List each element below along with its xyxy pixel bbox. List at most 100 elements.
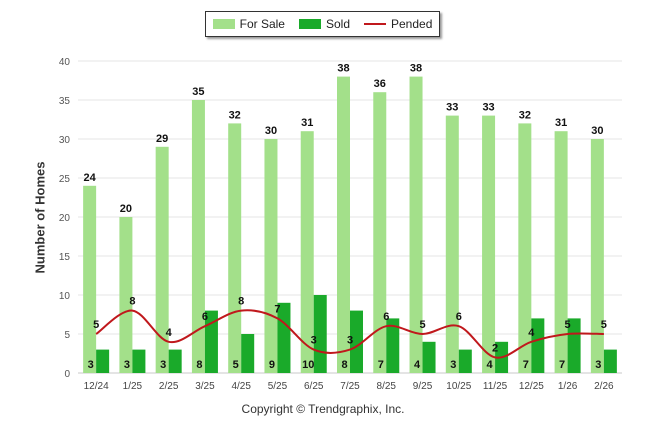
- x-tick-label-8/25: 8/25: [377, 381, 397, 392]
- label-sold-2/26: 3: [595, 359, 601, 371]
- label-sold-10/25: 3: [450, 359, 456, 371]
- label-sold-11/25: 4: [487, 359, 494, 371]
- x-tick-label-11/25: 11/25: [483, 381, 508, 392]
- bar-for-sale-1/26: [554, 131, 568, 373]
- label-pended-12/24: 5: [93, 319, 99, 331]
- legend-item-for-sale: For Sale: [212, 17, 285, 31]
- x-tick-label-9/25: 9/25: [413, 381, 433, 392]
- bar-for-sale-2/25: [155, 146, 169, 373]
- label-for-sale-12/25: 32: [519, 109, 531, 121]
- bar-for-sale-6/25: [300, 131, 314, 373]
- bar-sold-12/25: [531, 318, 545, 373]
- x-tick-label-3/25: 3/25: [195, 381, 215, 392]
- legend-label-pended: Pended: [391, 17, 433, 31]
- label-sold-2/25: 3: [160, 359, 166, 371]
- label-for-sale-1/25: 20: [120, 203, 132, 215]
- copyright-text: Copyright © Trendgraphix, Inc.: [241, 402, 405, 416]
- legend: For Sale Sold Pended: [205, 11, 440, 37]
- label-sold-1/25: 3: [124, 359, 130, 371]
- label-pended-2/25: 4: [166, 327, 173, 339]
- x-tick-label-12/25: 12/25: [519, 381, 544, 392]
- label-sold-3/25: 8: [196, 359, 202, 371]
- label-for-sale-10/25: 33: [446, 102, 458, 114]
- bar-for-sale-5/25: [264, 139, 278, 373]
- y-tick-label-10: 10: [59, 291, 71, 302]
- y-tick-label-25: 25: [59, 174, 71, 185]
- x-tick-label-12/24: 12/24: [84, 381, 109, 392]
- x-tick-label-5/25: 5/25: [268, 381, 288, 392]
- bar-sold-8/25: [386, 318, 400, 373]
- label-sold-4/25: 5: [233, 359, 239, 371]
- label-for-sale-9/25: 38: [410, 63, 422, 75]
- bar-for-sale-12/24: [83, 185, 97, 373]
- label-pended-11/25: 2: [492, 342, 498, 354]
- legend-label-sold: Sold: [325, 17, 350, 31]
- bar-sold-7/25: [350, 310, 363, 373]
- bar-sold-2/26: [603, 349, 617, 373]
- legend-swatch-for-sale: [212, 19, 235, 29]
- y-tick-label-40: 40: [59, 57, 71, 68]
- bar-for-sale-9/25: [409, 76, 423, 373]
- bar-sold-6/25: [313, 295, 327, 373]
- label-pended-3/25: 6: [202, 311, 208, 323]
- label-sold-12/24: 3: [88, 359, 94, 371]
- label-for-sale-7/25: 38: [337, 63, 349, 75]
- bar-for-sale-7/25: [337, 76, 350, 373]
- label-for-sale-5/25: 30: [265, 125, 277, 137]
- label-pended-12/25: 4: [528, 327, 535, 339]
- legend-label-for-sale: For Sale: [239, 17, 285, 31]
- legend-swatch-sold: [298, 19, 321, 29]
- x-tick-label-4/25: 4/25: [231, 381, 251, 392]
- x-tick-label-7/25: 7/25: [340, 381, 360, 392]
- x-tick-label-6/25: 6/25: [304, 381, 324, 392]
- bar-for-sale-8/25: [373, 92, 387, 373]
- label-for-sale-2/25: 29: [156, 133, 168, 145]
- label-pended-9/25: 5: [419, 319, 425, 331]
- bar-sold-2/25: [168, 349, 182, 373]
- bar-for-sale-3/25: [191, 100, 205, 373]
- bar-sold-3/25: [204, 310, 218, 373]
- label-for-sale-3/25: 35: [192, 86, 204, 98]
- bar-for-sale-12/25: [518, 123, 532, 374]
- legend-item-sold: Sold: [298, 17, 350, 31]
- bar-sold-10/25: [458, 349, 472, 373]
- label-sold-9/25: 4: [414, 359, 421, 371]
- label-pended-1/26: 5: [565, 319, 571, 331]
- y-tick-label-20: 20: [59, 213, 71, 224]
- label-sold-6/25: 10: [302, 359, 314, 371]
- label-pended-7/25: 3: [347, 335, 353, 347]
- x-tick-label-1/25: 1/25: [123, 381, 143, 392]
- bar-for-sale-4/25: [228, 123, 242, 374]
- bar-sold-9/25: [422, 341, 436, 373]
- y-tick-label-15: 15: [59, 252, 71, 263]
- label-pended-4/25: 8: [238, 296, 244, 308]
- y-tick-label-35: 35: [59, 96, 71, 107]
- label-pended-6/25: 3: [311, 335, 317, 347]
- legend-swatch-pended: [364, 23, 386, 25]
- legend-item-pended: Pended: [364, 17, 432, 31]
- bar-for-sale-11/25: [482, 115, 496, 373]
- label-pended-8/25: 6: [383, 311, 389, 323]
- y-tick-label-5: 5: [64, 330, 70, 341]
- label-sold-12/25: 7: [523, 359, 529, 371]
- label-sold-7/25: 8: [341, 359, 347, 371]
- bar-for-sale-1/25: [119, 217, 133, 373]
- y-tick-label-30: 30: [59, 135, 71, 146]
- line-pended: [95, 309, 604, 359]
- x-tick-label-10/25: 10/25: [446, 381, 471, 392]
- label-pended-5/25: 7: [274, 303, 280, 315]
- x-tick-label-2/26: 2/26: [594, 381, 614, 392]
- label-sold-8/25: 7: [378, 359, 384, 371]
- label-for-sale-8/25: 36: [374, 78, 386, 90]
- label-pended-1/25: 8: [129, 296, 135, 308]
- label-for-sale-6/25: 31: [301, 117, 313, 129]
- label-for-sale-1/26: 31: [555, 117, 567, 129]
- bar-for-sale-10/25: [445, 115, 459, 373]
- bar-for-sale-2/26: [590, 139, 604, 373]
- y-tick-label-0: 0: [64, 369, 70, 380]
- label-for-sale-11/25: 33: [482, 102, 494, 114]
- label-sold-1/26: 7: [559, 359, 565, 371]
- label-for-sale-4/25: 32: [229, 109, 241, 121]
- bar-sold-12/24: [96, 349, 110, 373]
